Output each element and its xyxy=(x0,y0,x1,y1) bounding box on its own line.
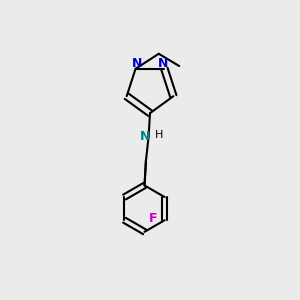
Text: N: N xyxy=(158,57,168,70)
Text: N: N xyxy=(132,57,142,70)
Text: N: N xyxy=(140,130,151,143)
Text: H: H xyxy=(155,130,163,140)
Text: F: F xyxy=(149,212,158,225)
